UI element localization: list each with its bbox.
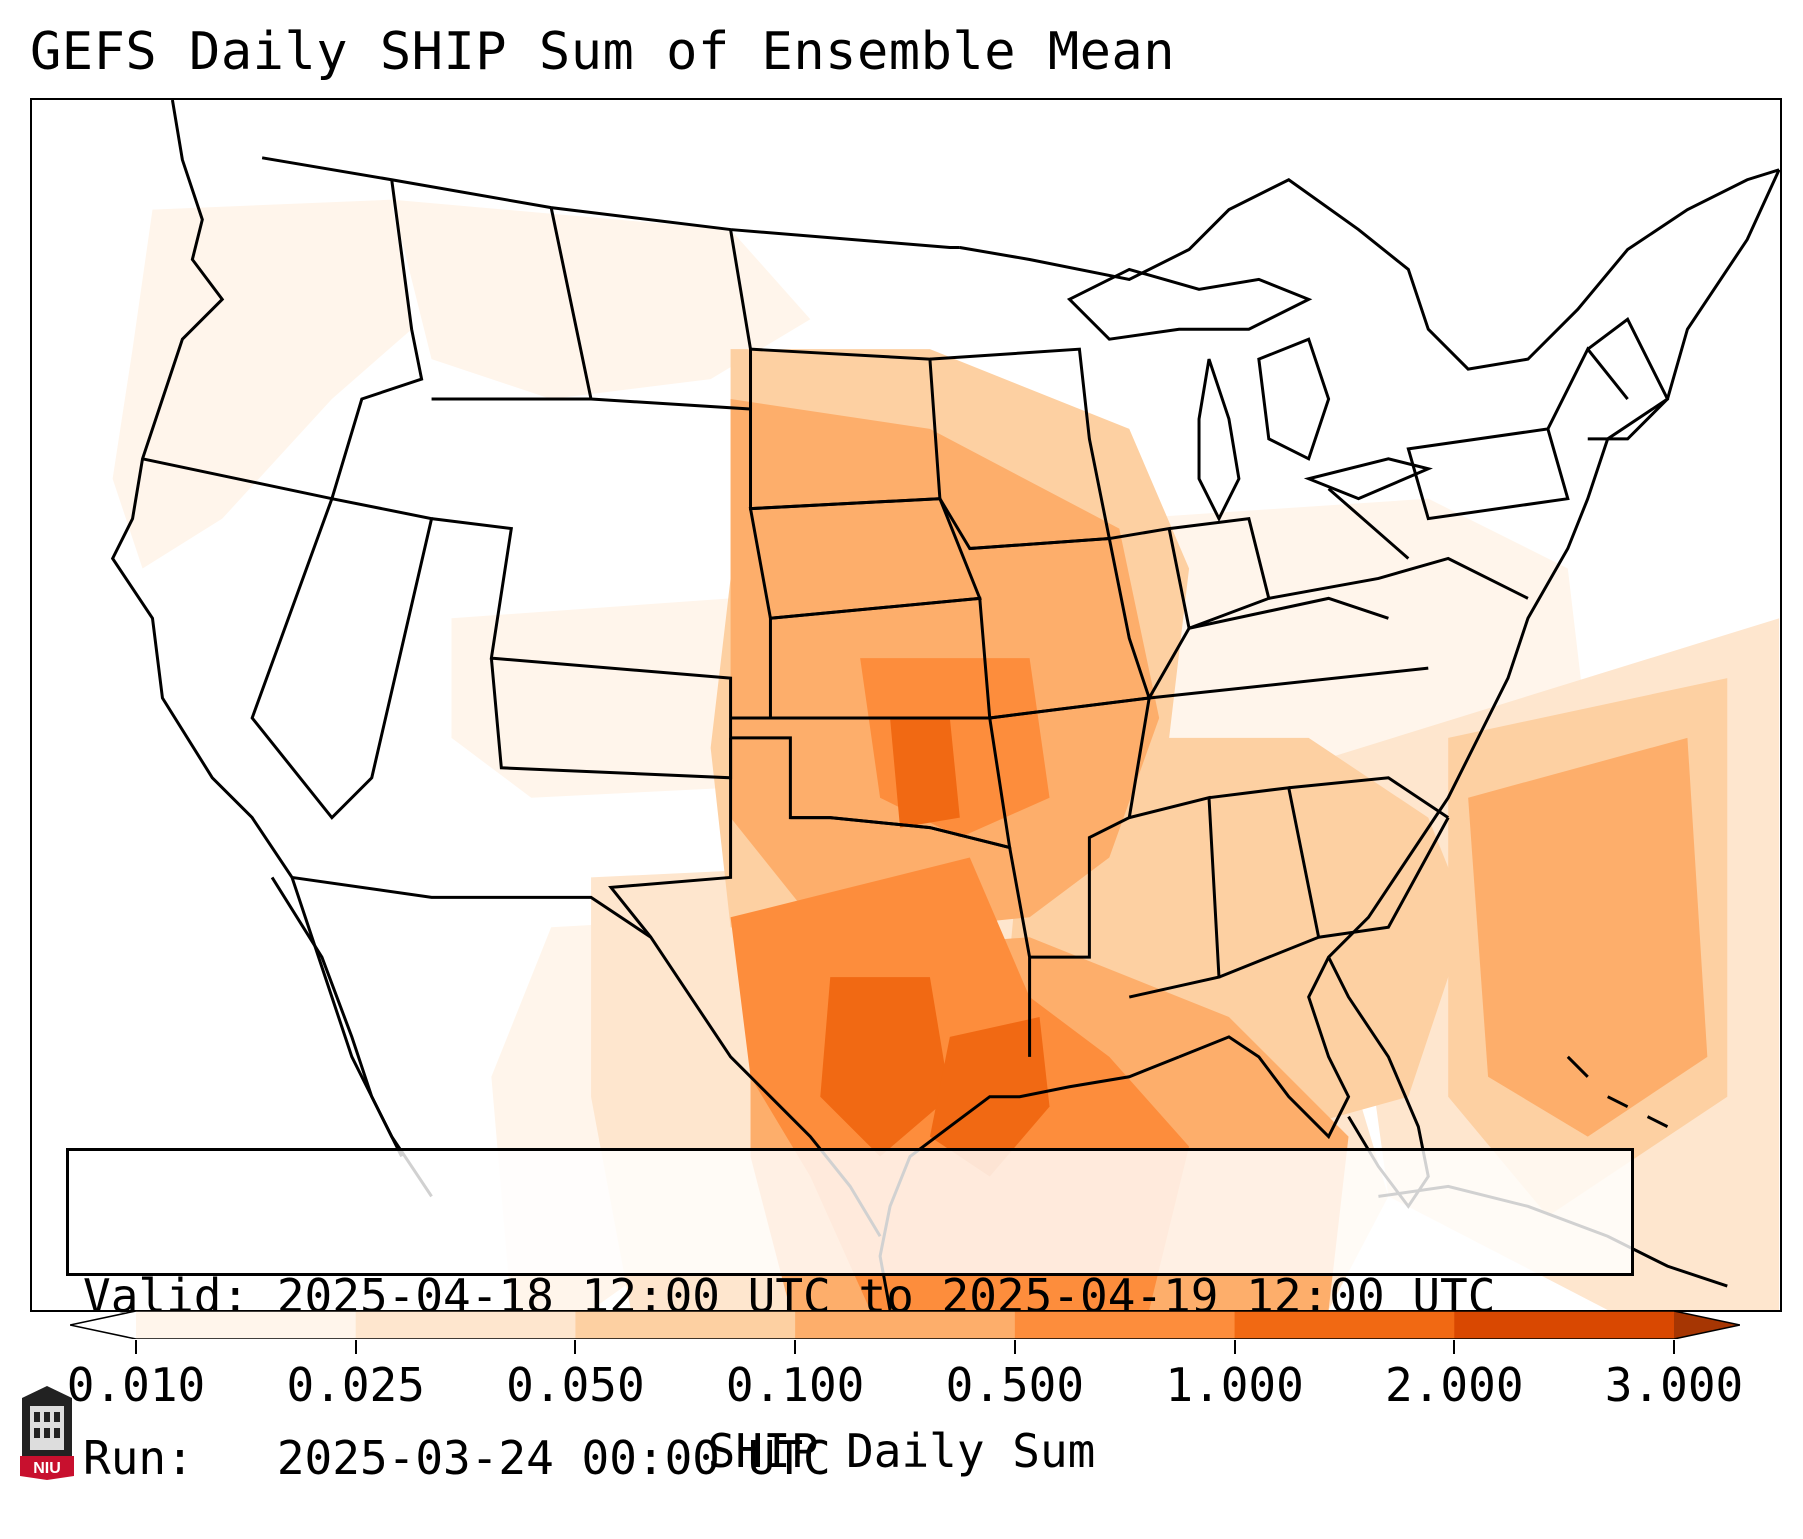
colorbar-tick-mark xyxy=(354,1340,357,1354)
valid-run-box: Valid: 2025-04-18 12:00 UTC to 2025-04-1… xyxy=(66,1148,1634,1485)
colorbar-tick-mark xyxy=(135,1340,137,1354)
svg-text:NIU: NIU xyxy=(33,1460,61,1477)
shade-pacific-nw xyxy=(112,199,412,569)
great-lakes-border xyxy=(959,168,1780,371)
ship-shading xyxy=(112,199,1780,1310)
bahamas xyxy=(1566,1055,1669,1128)
utah-colorado xyxy=(431,517,733,780)
us-canada-border xyxy=(261,156,960,250)
tennessee-kentucky xyxy=(1149,596,1429,700)
colorbar-segment xyxy=(136,1311,357,1339)
colorbar-segments xyxy=(70,1311,1740,1339)
colorbar-segment xyxy=(1454,1311,1675,1339)
colorbar-segment xyxy=(795,1311,1016,1339)
west-coast xyxy=(110,100,433,1198)
colorbar-tick-label: 0.025 xyxy=(286,1358,425,1412)
colorbar xyxy=(70,1311,1740,1339)
new-england xyxy=(1586,317,1670,441)
illinois-indiana xyxy=(1109,516,1271,699)
colorbar-tick-label: 1.000 xyxy=(1165,1358,1304,1412)
colorbar-tick-label: 0.500 xyxy=(945,1358,1085,1412)
colorbar-tick-label: 0.010 xyxy=(66,1358,206,1412)
baja xyxy=(270,876,404,1158)
colorbar-tick-mark xyxy=(1013,1340,1016,1354)
georgia-carolina xyxy=(1288,776,1450,939)
mississippi-alabama xyxy=(1128,786,1321,999)
colorbar-tick-label: 0.100 xyxy=(725,1358,865,1412)
lake-erie xyxy=(1303,457,1433,501)
shade-core-3 xyxy=(890,717,960,828)
colorbar-tick-label: 2.000 xyxy=(1385,1358,1524,1412)
colorbar-extend-low xyxy=(70,1311,136,1339)
colorbar-segment xyxy=(1234,1311,1455,1339)
colorbar-tick-mark xyxy=(794,1340,797,1354)
iowa-minnesota xyxy=(929,347,1112,551)
niu-logo-icon: NIU xyxy=(20,1386,74,1480)
east-coast xyxy=(1178,169,1780,1140)
map-borders xyxy=(110,100,1780,1310)
shade-northern-plains-light xyxy=(391,199,811,400)
colorbar-segment xyxy=(575,1311,796,1339)
shade-central-rockies-light xyxy=(451,598,731,798)
run-time-text: Run: 2025-03-24 00:00 UTC xyxy=(83,1431,831,1485)
colorbar-tick-mark xyxy=(574,1340,577,1354)
shade-core-1 xyxy=(820,977,950,1157)
pennsylvania-ny xyxy=(1406,346,1629,521)
lake-superior xyxy=(1066,267,1313,341)
lake-huron xyxy=(1257,337,1331,461)
lake-michigan xyxy=(1197,358,1241,522)
virginia-ohio xyxy=(1268,487,1529,600)
map-area xyxy=(30,98,1782,1312)
map-title: GEFS Daily SHIP Sum of Ensemble Mean xyxy=(30,22,1176,82)
oregon-idaho xyxy=(142,179,424,501)
shade-atlantic-orange xyxy=(1468,737,1708,1137)
nevada xyxy=(250,496,434,820)
texas xyxy=(608,737,1032,1057)
map-svg xyxy=(110,100,1780,1310)
colorbar-tick-label: 3.000 xyxy=(1604,1358,1744,1412)
colorbar-segment xyxy=(1014,1311,1236,1339)
colorbar-tick-mark xyxy=(1233,1340,1236,1354)
arkansas-louisiana xyxy=(989,696,1152,959)
colorbar-tick-mark xyxy=(1673,1340,1675,1354)
colorbar-tick-label: 0.050 xyxy=(506,1358,645,1412)
colorbar-tick-mark xyxy=(1453,1340,1456,1354)
colorbar-segment xyxy=(355,1311,576,1339)
colorbar-label: SHIP Daily Sum xyxy=(707,1424,1096,1478)
colorbar-extend-high xyxy=(1674,1311,1740,1339)
